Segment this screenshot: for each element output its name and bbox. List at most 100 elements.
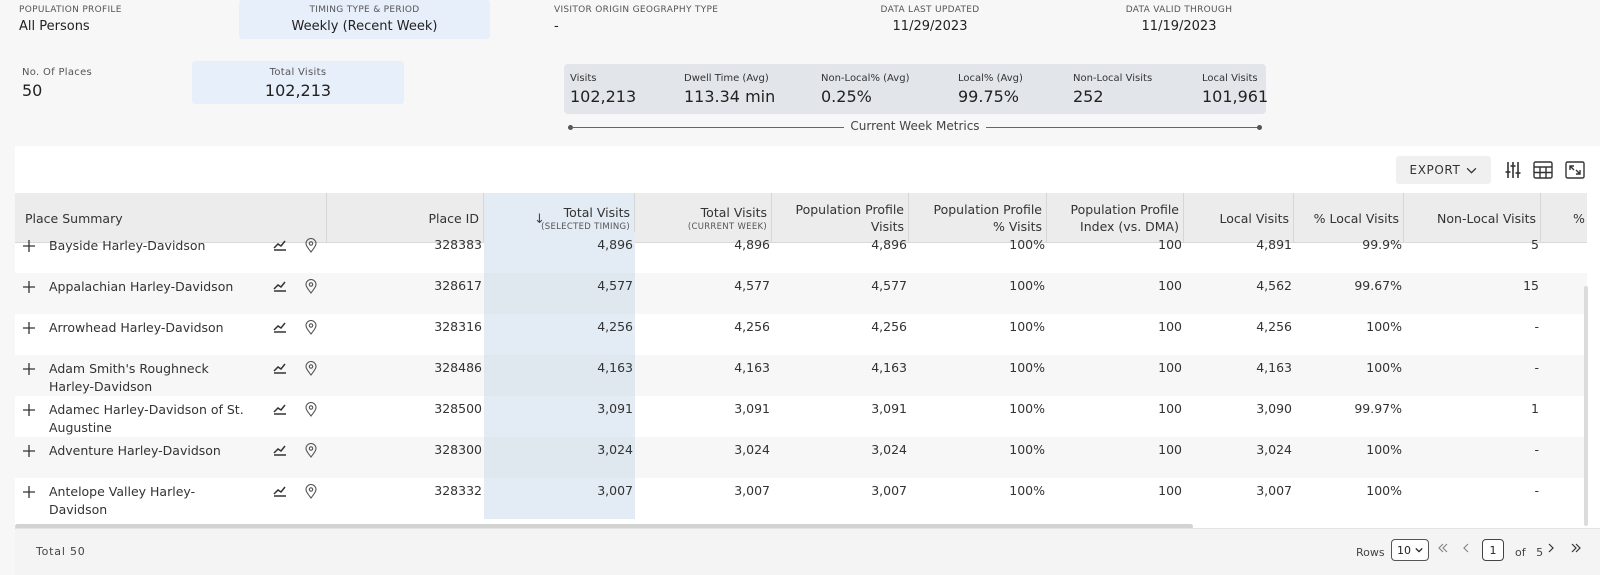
geography-field[interactable]: VISITOR ORIGIN GEOGRAPHY TYPE - — [554, 5, 718, 34]
expand-row-icon[interactable] — [19, 437, 39, 465]
cell-nonlocal-visits: - — [1534, 360, 1539, 375]
col-label-sub: (CURRENT WEEK) — [687, 221, 767, 232]
table-row[interactable]: Adventure Harley-Davidson 328300 3,024 3,02… — [15, 437, 1587, 478]
place-name[interactable]: Adam Smith's Roughneck Harley-Davidson — [49, 361, 209, 394]
table-view-button[interactable] — [1531, 158, 1555, 182]
column-settings-button[interactable] — [1501, 158, 1525, 182]
col-local-visits[interactable]: Local Visits — [1184, 193, 1294, 243]
map-pin-icon[interactable] — [302, 355, 320, 381]
cell-pp-index: 100 — [1158, 442, 1182, 457]
trend-chart-icon[interactable] — [271, 232, 289, 258]
metric-dwell-time: Dwell Time (Avg) 113.34 min — [684, 73, 775, 106]
col-place-id[interactable]: Place ID — [327, 193, 484, 243]
next-page-button[interactable] — [1547, 542, 1555, 557]
table-row[interactable]: Adamec Harley-Davidson of St. Augustine 3… — [15, 396, 1587, 437]
col-pp-pct-visits[interactable]: Population Profile % Visits — [909, 193, 1047, 243]
expand-row-icon[interactable] — [19, 355, 39, 383]
cell-local-visits: 4,562 — [1256, 278, 1292, 293]
vertical-scrollbar[interactable] — [1584, 286, 1588, 526]
metric-label: Non-Local Visits — [1073, 73, 1153, 84]
place-name[interactable]: Appalachian Harley-Davidson — [49, 279, 234, 294]
arrow-down-icon[interactable]: ↓ — [534, 212, 545, 227]
map-pin-icon[interactable] — [302, 232, 320, 258]
page-number-input[interactable]: 1 — [1482, 539, 1504, 561]
cell-total-visits-selected: 3,007 — [484, 478, 635, 519]
cell-pp-pct: 100% — [1009, 483, 1045, 498]
col-total-visits-current[interactable]: Total Visits (CURRENT WEEK) — [635, 193, 772, 243]
last-updated-value: 11/29/2023 — [892, 19, 968, 34]
expand-row-icon[interactable] — [19, 478, 39, 506]
expand-row-icon[interactable] — [19, 396, 39, 424]
col-label-main: Total Visits — [700, 204, 767, 220]
expand-row-icon[interactable] — [19, 273, 39, 301]
last-page-button[interactable] — [1570, 542, 1582, 557]
cell-place-id: 328300 — [434, 442, 482, 457]
metric-value: 252 — [1073, 87, 1104, 106]
total-visits-card[interactable]: Total Visits 102,213 — [192, 61, 404, 104]
trend-chart-icon[interactable] — [271, 314, 289, 340]
rows-per-page-select[interactable]: 10 — [1391, 539, 1429, 561]
col-spacer — [312, 193, 327, 243]
map-pin-icon[interactable] — [302, 314, 320, 340]
chevron-down-icon — [1467, 167, 1477, 174]
map-pin-icon[interactable] — [302, 437, 320, 463]
total-visits-value: 102,213 — [264, 81, 332, 100]
trend-chart-icon[interactable] — [271, 396, 289, 422]
place-name[interactable]: Bayside Harley-Davidson — [49, 238, 206, 253]
cell-place-id: 328486 — [434, 360, 482, 375]
horizontal-scrollbar[interactable] — [15, 524, 1193, 529]
col-pct-local-visits[interactable]: % Local Visits — [1294, 193, 1404, 243]
metric-label: Local Visits — [1202, 73, 1258, 84]
metric-local-pct: Local% (Avg) 99.75% — [958, 73, 1023, 106]
places-table-panel: EXPORT Place Summary — [15, 146, 1600, 575]
col-pp-index[interactable]: Population Profile Index (vs. DMA) — [1047, 193, 1184, 243]
trend-chart-icon[interactable] — [271, 355, 289, 381]
metric-label: Local% (Avg) — [958, 73, 1023, 84]
col-pp-visits[interactable]: Population Profile Visits — [772, 193, 909, 243]
map-pin-icon[interactable] — [302, 396, 320, 422]
expand-icon — [1565, 161, 1585, 179]
metric-value: 113.34 min — [684, 87, 776, 106]
current-week-metrics: Visits 102,213 Dwell Time (Avg) 113.34 m… — [564, 64, 1268, 114]
place-name[interactable]: Arrowhead Harley-Davidson — [49, 320, 224, 335]
table-row[interactable]: Antelope Valley Harley-Davidson 328332 3,0… — [15, 478, 1587, 519]
trend-chart-icon[interactable] — [271, 437, 289, 463]
map-pin-icon[interactable] — [302, 273, 320, 299]
fullscreen-button[interactable] — [1563, 158, 1587, 182]
cell-pct-local: 99.97% — [1354, 401, 1402, 416]
chevron-left-icon — [1463, 543, 1469, 553]
table-row[interactable]: Adam Smith's Roughneck Harley-Davidson 32… — [15, 355, 1587, 396]
cell-pp-pct: 100% — [1009, 319, 1045, 334]
place-name[interactable]: Adventure Harley-Davidson — [49, 443, 221, 458]
first-page-button[interactable] — [1437, 542, 1449, 557]
expand-row-icon[interactable] — [19, 232, 39, 260]
trend-chart-icon[interactable] — [271, 478, 289, 504]
cell-pp-index: 100 — [1158, 483, 1182, 498]
population-profile-label: POPULATION PROFILE — [19, 5, 122, 15]
cell-pp-visits: 4,577 — [871, 278, 907, 293]
export-button[interactable]: EXPORT — [1396, 156, 1491, 184]
cell-nonlocal-visits: - — [1534, 442, 1539, 457]
table-row[interactable]: Bayside Harley-Davidson 328383 4,896 4,896 4… — [15, 232, 1587, 273]
col-label-line2: % Visits — [993, 219, 1042, 234]
col-pct-local-label: % Local Visits — [1313, 210, 1399, 226]
page-number-value: 1 — [1489, 543, 1497, 557]
timing-field[interactable]: TIMING TYPE & PERIOD Weekly (Recent Week… — [239, 0, 490, 39]
table-row[interactable]: Arrowhead Harley-Davidson 328316 4,256 4,25… — [15, 314, 1587, 355]
population-profile-field[interactable]: POPULATION PROFILE All Persons — [19, 5, 122, 34]
col-place-summary[interactable]: Place Summary — [15, 193, 312, 243]
previous-page-button[interactable] — [1462, 542, 1470, 557]
expand-row-icon[interactable] — [19, 314, 39, 342]
place-name[interactable]: Adamec Harley-Davidson of St. Augustine — [49, 402, 244, 435]
cell-pp-index: 100 — [1158, 278, 1182, 293]
timing-label: TIMING TYPE & PERIOD — [309, 5, 420, 15]
table-row[interactable]: Appalachian Harley-Davidson 328617 4,577 4,… — [15, 273, 1587, 314]
place-name[interactable]: Antelope Valley Harley-Davidson — [49, 484, 196, 517]
col-nonlocal-visits[interactable]: Non-Local Visits — [1404, 193, 1541, 243]
map-pin-icon[interactable] — [302, 478, 320, 504]
trend-chart-icon[interactable] — [271, 273, 289, 299]
cell-total-visits-current: 3,091 — [734, 401, 770, 416]
cell-total-visits-selected: 4,577 — [484, 273, 635, 314]
cell-place-id: 328617 — [434, 278, 482, 293]
col-pct-nonlocal-visits[interactable]: % Nc — [1541, 193, 1587, 243]
